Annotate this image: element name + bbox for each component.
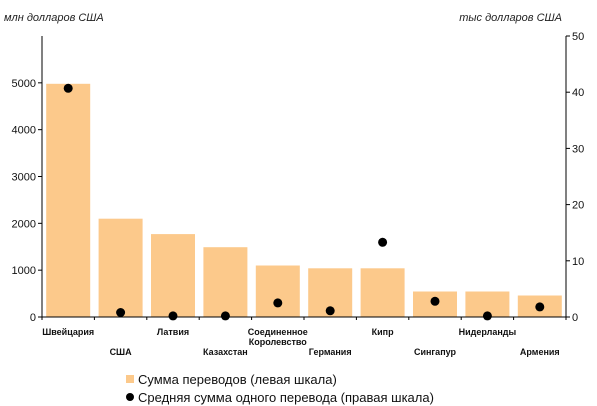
bar bbox=[46, 83, 91, 317]
right-axis-unit: тыс долларов США bbox=[459, 12, 562, 24]
left-axis-unit: млн долларов США bbox=[4, 12, 104, 24]
category-label: Казахстан bbox=[203, 347, 248, 357]
legend-swatch-bar bbox=[126, 375, 134, 383]
left-tick-label: 2000 bbox=[12, 218, 36, 230]
average-marker bbox=[482, 311, 492, 321]
left-tick-label: 3000 bbox=[12, 172, 36, 184]
right-tick-label: 40 bbox=[572, 87, 584, 99]
average-marker bbox=[325, 306, 335, 316]
left-tick-label: 0 bbox=[30, 312, 36, 324]
bar bbox=[98, 218, 143, 317]
left-tick-label: 4000 bbox=[12, 125, 36, 137]
legend-swatch-marker bbox=[126, 393, 134, 401]
category-label: Армения bbox=[520, 347, 560, 357]
category-label: Нидерланды bbox=[459, 327, 517, 337]
category-label: Соединенное Королевство bbox=[248, 327, 308, 347]
legend-label-marker: Средняя сумма одного перевода (правая шк… bbox=[138, 389, 434, 405]
legend-item-marker: Средняя сумма одного перевода (правая шк… bbox=[126, 388, 434, 406]
category-label: Германия bbox=[309, 347, 352, 357]
markers-group bbox=[63, 83, 545, 321]
category-label: Латвия bbox=[157, 327, 189, 337]
category-label: Кипр bbox=[372, 327, 394, 337]
average-marker bbox=[63, 83, 73, 93]
bar bbox=[203, 247, 248, 317]
left-tick-label: 5000 bbox=[12, 78, 36, 90]
right-tick-label: 50 bbox=[572, 31, 584, 43]
right-tick-label: 10 bbox=[572, 256, 584, 268]
left-tick-label: 1000 bbox=[12, 265, 36, 277]
bar bbox=[360, 268, 405, 317]
category-label: Швейцария bbox=[42, 327, 94, 337]
right-tick-label: 20 bbox=[572, 200, 584, 212]
average-marker bbox=[378, 237, 388, 247]
right-tick-label: 30 bbox=[572, 143, 584, 155]
legend-item-bar: Сумма переводов (левая шкала) bbox=[126, 370, 434, 388]
average-marker bbox=[116, 308, 126, 317]
bar bbox=[255, 265, 300, 317]
bar bbox=[151, 234, 195, 317]
average-marker bbox=[220, 311, 230, 321]
right-tick-label: 0 bbox=[572, 312, 578, 324]
average-marker bbox=[535, 302, 545, 312]
average-marker bbox=[430, 296, 440, 306]
chart: млн долларов США тыс долларов США 0 1000 2… bbox=[4, 12, 585, 357]
category-label: Сингапур bbox=[414, 347, 457, 357]
average-marker bbox=[168, 311, 178, 321]
category-label: США bbox=[110, 347, 133, 357]
bars-group bbox=[46, 83, 562, 317]
average-marker bbox=[273, 298, 283, 308]
axes-group: 0 1000 2000 3000 4000 5000 0 10 20 30 40 50 bbox=[12, 31, 585, 324]
legend-label-bar: Сумма переводов (левая шкала) bbox=[138, 371, 337, 387]
legend: Сумма переводов (левая шкала) Средняя су… bbox=[126, 370, 434, 406]
